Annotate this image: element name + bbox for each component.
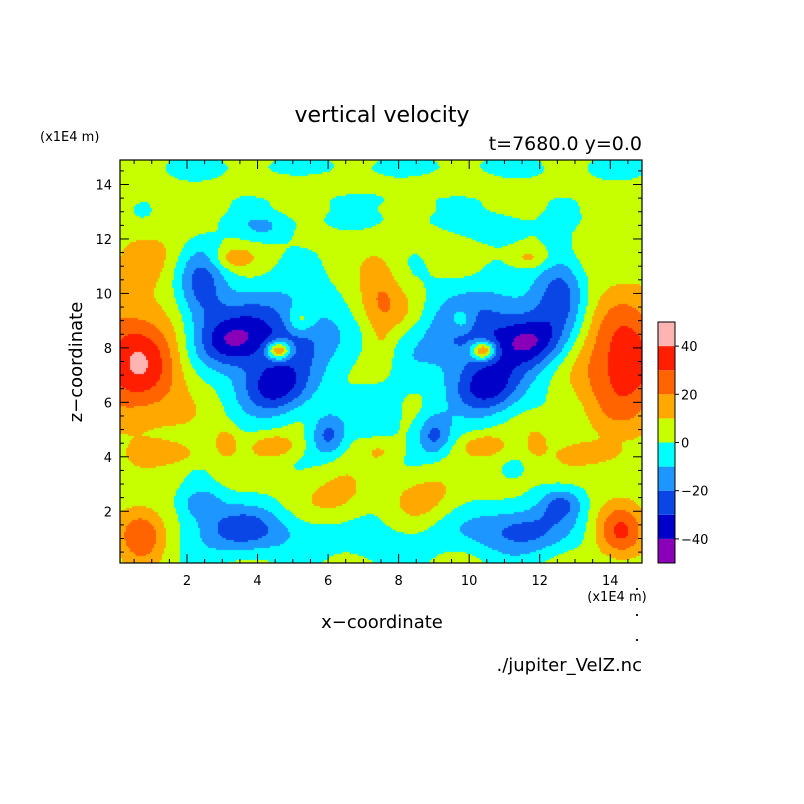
y-tick-label: 4 [104,451,112,466]
x-tick-label: 14 [602,574,619,589]
y-axis-label: z−coordinate [66,302,87,423]
y-tick-label: 14 [95,179,112,194]
contour-field [120,160,642,563]
colorbar-swatch [658,466,675,491]
colorbar-swatch [658,490,675,515]
colorbar-tick-label: 40 [681,340,698,355]
colorbar-tick-label: −40 [681,533,708,548]
x-tick-label: 6 [324,574,332,589]
colorbar-swatch [658,370,675,395]
x-tick-label: 2 [183,574,191,589]
x-tick-label: 8 [394,574,402,589]
x-unit-label: (x1E4 m) [587,590,646,605]
tick-layer: 2 4 6 8 10 12 14 2 4 6 8 10 12 14 [95,160,642,589]
x-axis-label: x−coordinate [321,612,443,633]
colorbar-tick-label: 20 [681,388,698,403]
colorbar-swatch [658,322,675,347]
colorbar-swatch [658,442,675,467]
small-markers [635,587,639,642]
marker-dot [635,638,639,642]
colorbar-tick-label: −20 [681,485,708,500]
colorbar: −40 −20 0 20 40 [657,321,708,564]
y-tick-label: 6 [104,396,112,411]
colorbar-swatch [658,394,675,419]
y-tick-label: 8 [104,342,112,357]
colorbar-swatch [658,514,675,539]
y-tick-label: 12 [95,233,112,248]
plot-frame [119,159,643,564]
x-tick-label: 12 [531,574,548,589]
x-tick-label: 4 [253,574,261,589]
marker-dot [635,587,639,591]
x-tick-label: 10 [461,574,478,589]
source-file-label: ./jupiter_VelZ.nc [496,655,642,676]
colorbar-swatch [658,346,675,371]
y-tick-label: 2 [104,505,112,520]
colorbar-swatch [658,418,675,443]
chart-subtitle: t=7680.0 y=0.0 [489,133,642,155]
y-tick-label: 10 [95,287,112,302]
marker-dot [635,613,639,617]
y-unit-label: (x1E4 m) [40,130,99,145]
colorbar-tick-label: 0 [681,437,689,452]
colorbar-swatch [658,538,675,563]
chart-title: vertical velocity [294,103,469,128]
